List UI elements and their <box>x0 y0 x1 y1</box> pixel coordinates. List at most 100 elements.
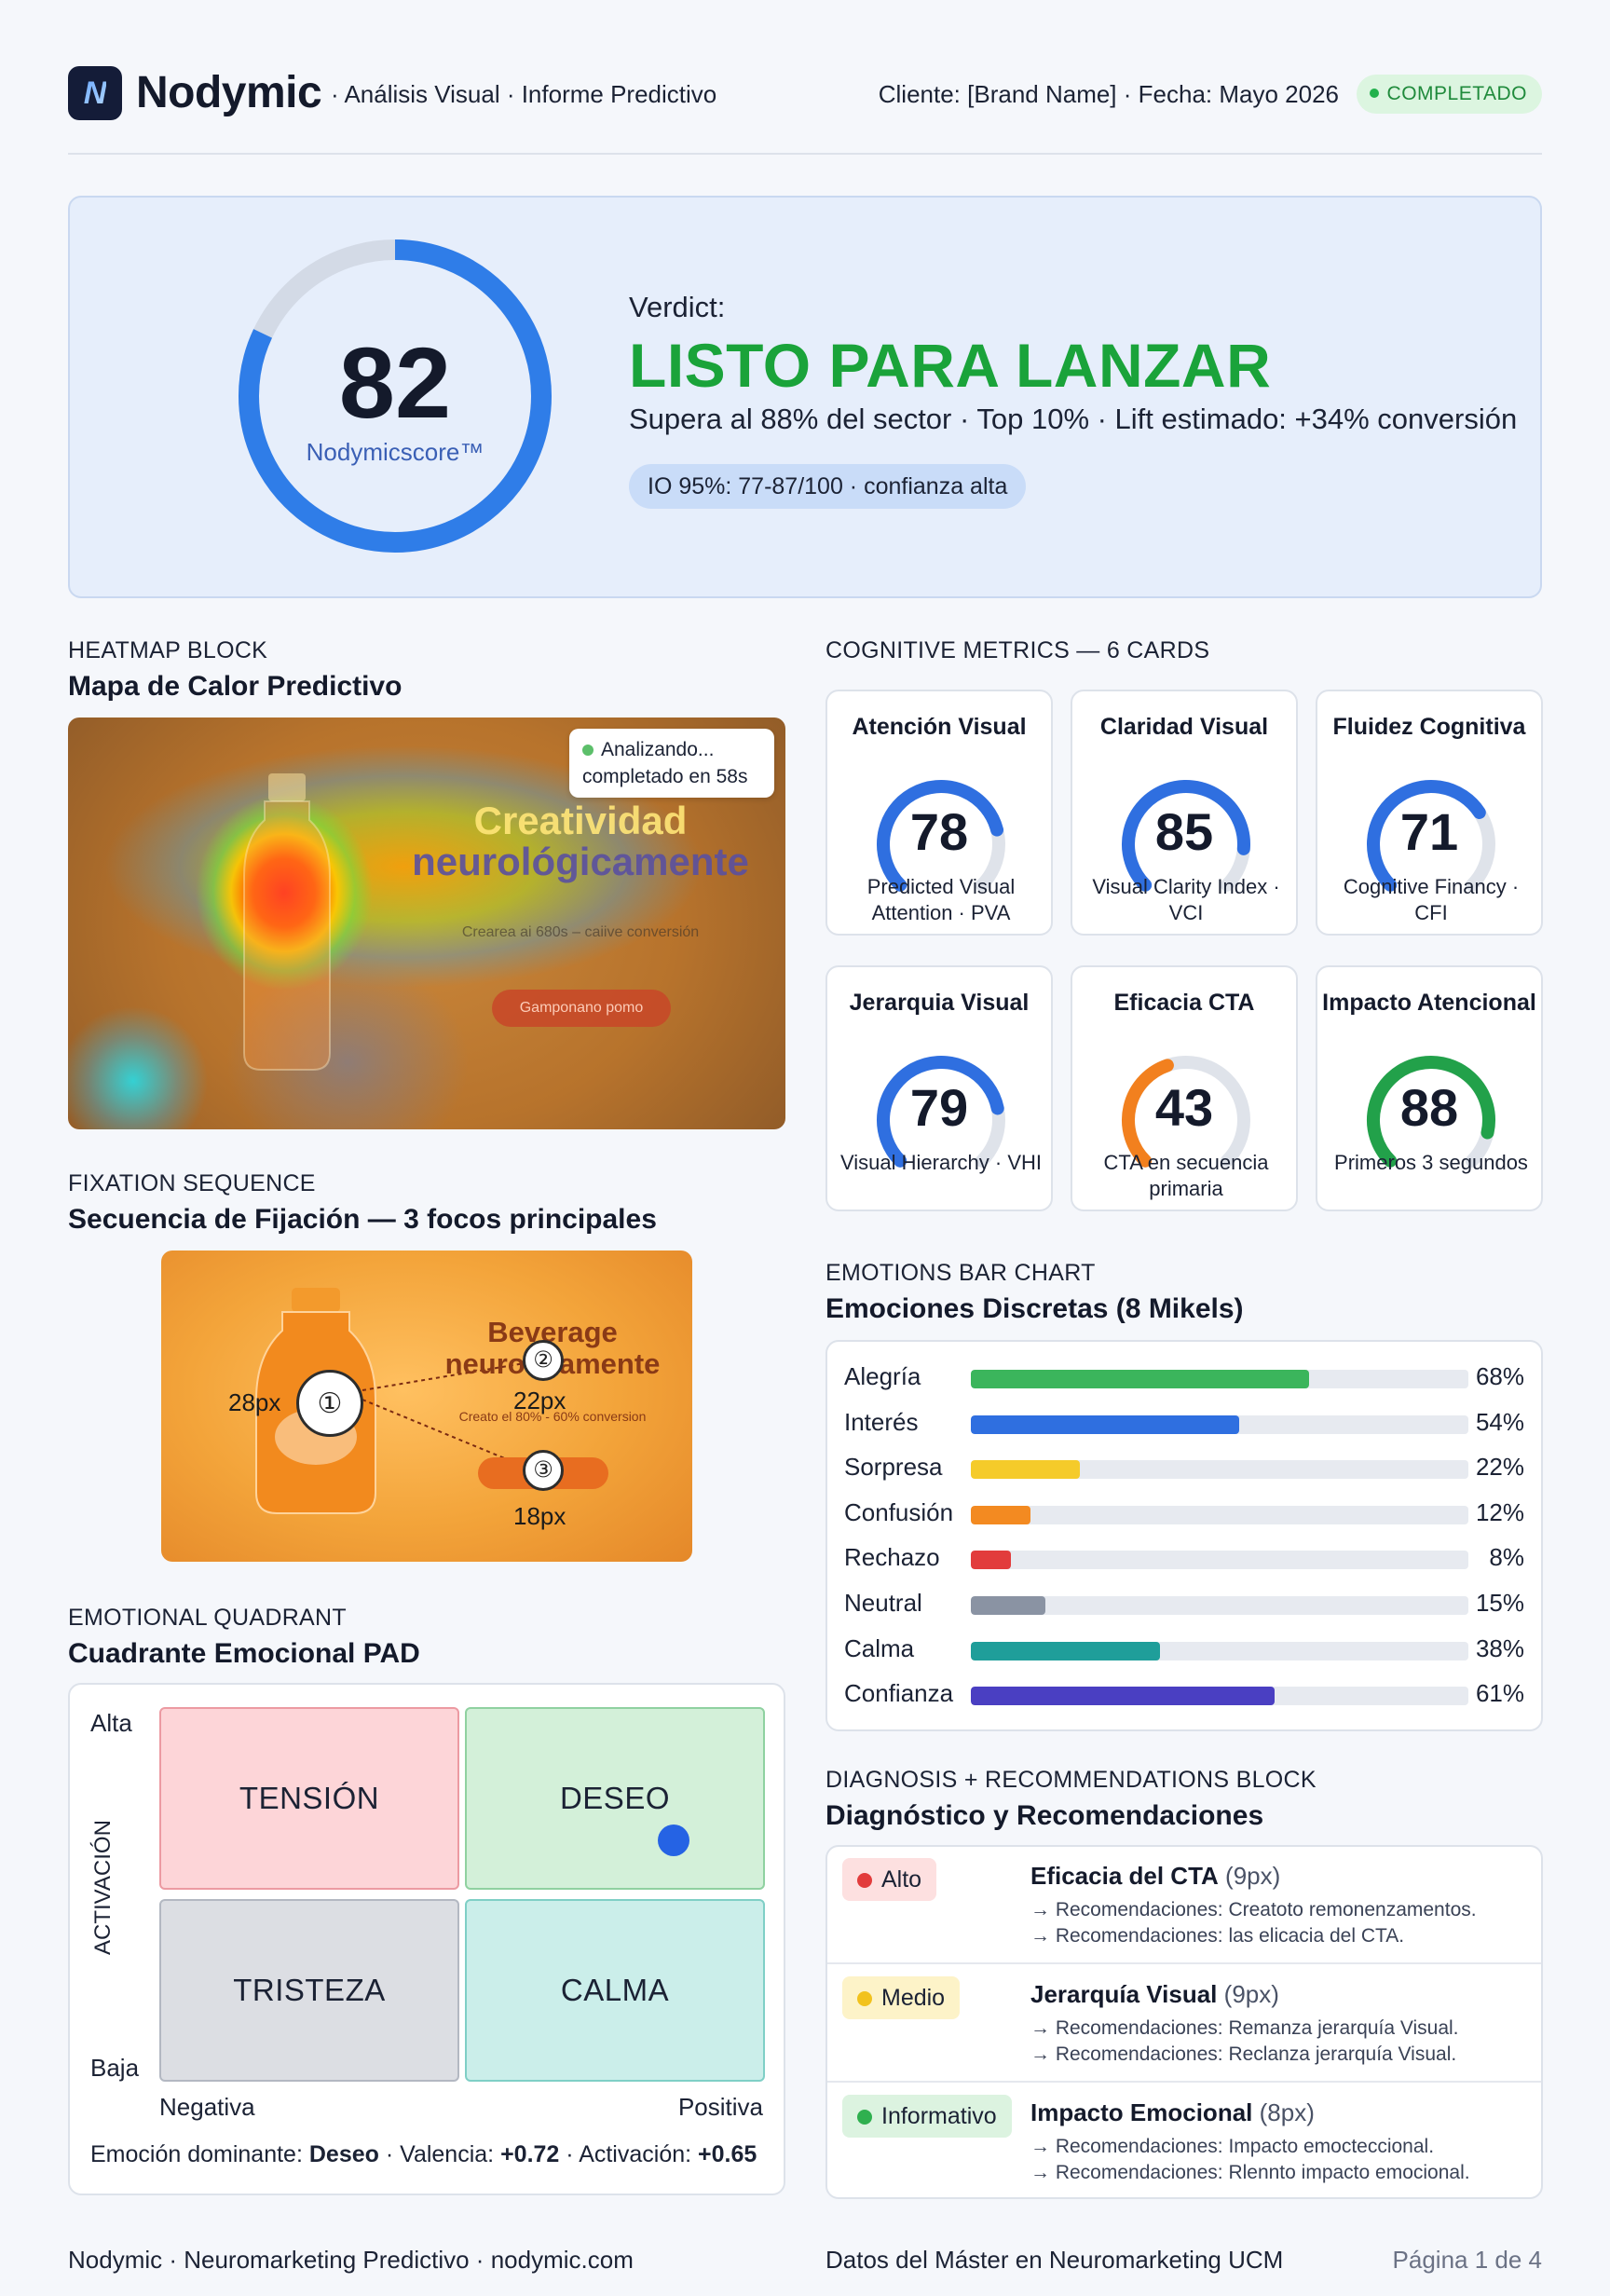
diagnosis-item[interactable]: Alto Eficacia del CTA (9px) → Recomendacio… <box>827 1847 1541 1964</box>
metric-value: 43 <box>1154 1078 1214 1137</box>
emotion-value: 22% <box>1475 1453 1524 1482</box>
emotion-row: Rechazo 8% <box>844 1539 1524 1577</box>
emotion-track <box>971 1641 1468 1660</box>
footer-center: Datos del Máster en Neuromarketing UCM <box>825 2246 1284 2274</box>
emotion-row: Calma 38% <box>844 1631 1524 1668</box>
axis-high-label: Alta <box>90 1709 132 1737</box>
emotion-bar <box>971 1687 1275 1706</box>
diagnosis-kicker: DIAGNOSIS + RECOMMENDATIONS BLOCK <box>825 1767 1317 1793</box>
emotion-bar <box>971 1460 1081 1480</box>
quadrant-sadness: TRISTEZA <box>159 1899 459 2082</box>
emotion-track <box>971 1505 1468 1524</box>
emotion-bar <box>971 1370 1310 1388</box>
metric-card[interactable]: Impacto Atencional 88 Primeros 3 segundos <box>1316 965 1543 1211</box>
fixation-image[interactable]: Beverage neurolo amente Creato el 80% - … <box>161 1250 692 1562</box>
quadrant-kicker: EMOTIONAL QUADRANT <box>68 1605 347 1631</box>
metric-value: 88 <box>1399 1078 1459 1137</box>
diagnosis-title: Diagnóstico y Recomendaciones <box>825 1800 1264 1831</box>
metric-title: Eficacia CTA <box>1113 990 1255 1016</box>
fixation-point-1[interactable]: ① <box>296 1370 363 1437</box>
heatmap-ad-button: Gamponano pomo <box>492 990 671 1027</box>
emotion-label: Confianza <box>844 1679 954 1708</box>
page-number: Página 1 de 4 <box>1392 2246 1542 2274</box>
diagnosis-title: Jerarquía Visual (9px) <box>1030 1980 1279 2008</box>
fixation-ad-subtitle: Creato el 80% - 60% conversion <box>458 1409 647 1424</box>
emotion-track <box>971 1551 1468 1570</box>
emotion-track <box>971 1460 1468 1480</box>
emotion-track <box>971 1414 1468 1434</box>
metric-title: Jerarquia Visual <box>849 990 1030 1016</box>
nodymic-logo-icon: N <box>68 66 122 120</box>
recommendation-line: → Recomendaciones: Remanza jerarquía Vis… <box>1030 2017 1459 2039</box>
emotion-value: 61% <box>1475 1679 1524 1708</box>
emotion-bar <box>971 1505 1031 1524</box>
emotion-label: Confusión <box>844 1497 954 1526</box>
metric-title: Atención Visual <box>852 714 1027 740</box>
emotion-row: Confusión 12% <box>844 1495 1524 1532</box>
metric-subtitle: Predicted Visual Attention · PVA <box>866 875 1016 924</box>
heatmap-ad-subtitle: Crearea ai 680s – caiive conversión <box>461 924 700 940</box>
fixation-point-2[interactable]: ② <box>523 1340 564 1381</box>
metric-card[interactable]: Claridad Visual 85 Visual Clarity Index · … <box>1071 690 1298 936</box>
fixation-title: Secuencia de Fijación — 3 focos principa… <box>68 1204 657 1235</box>
status-dot-icon <box>582 745 594 756</box>
metric-card[interactable]: Fluidez Cognitiva 71 Cognitive Financy · C… <box>1316 690 1543 936</box>
emotion-bar <box>971 1551 1011 1570</box>
emotion-label: Rechazo <box>844 1543 940 1572</box>
recommendation-line: → Recomendaciones: Impacto emocteccional… <box>1030 2136 1435 2157</box>
score-value: 82 <box>338 326 452 439</box>
recommendation-line: → Recomendaciones: Creatoto remonenzamen… <box>1030 1899 1477 1920</box>
emotion-row: Interés 54% <box>844 1404 1524 1442</box>
diagnosis-title: Eficacia del CTA (9px) <box>1030 1862 1281 1890</box>
heatmap-title: Mapa de Calor Predictivo <box>68 671 402 702</box>
metric-subtitle: CTA en secuencia primaria <box>1103 1151 1269 1200</box>
emotion-value: 68% <box>1475 1362 1524 1390</box>
priority-dot-icon <box>857 1873 872 1888</box>
metric-card[interactable]: Atención Visual 78 Predicted Visual Attent… <box>825 690 1053 936</box>
metric-gauge <box>877 780 1005 892</box>
metric-value: 85 <box>1154 802 1214 861</box>
emotion-value: 8% <box>1489 1543 1524 1572</box>
score-gauge <box>239 239 552 553</box>
emotion-value: 15% <box>1475 1589 1524 1617</box>
quadrant-tension: TENSIÓN <box>159 1707 459 1890</box>
fixation-label-1: 28px <box>228 1388 281 1416</box>
status-badge: COMPLETADO <box>1356 75 1542 114</box>
report-subtitle: · Análisis Visual · Informe Predictivo <box>331 80 717 108</box>
metric-gauge <box>1122 1056 1250 1168</box>
heatmap-ad-title1: Creatividad <box>473 799 688 842</box>
axis-activation-label: ACTIVACIÓN <box>90 1820 116 1955</box>
metric-subtitle: Primeros 3 segundos <box>1334 1151 1528 1174</box>
metric-card[interactable]: Eficacia CTA 43 CTA en secuencia primaria <box>1071 965 1298 1211</box>
emotion-bar <box>971 1596 1046 1615</box>
metric-title: Impacto Atencional <box>1322 990 1536 1016</box>
metric-card[interactable]: Jerarquia Visual 79 Visual Hierarchy · VHI <box>825 965 1053 1211</box>
heatmap-ad-title2: neurológicamente <box>412 840 749 883</box>
recommendation-line: → Recomendaciones: Rlennto impacto emoci… <box>1030 2162 1470 2183</box>
heatmap-image[interactable]: Creatividad neurológicamente Crearea ai … <box>68 718 785 1129</box>
metric-value: 79 <box>909 1078 969 1137</box>
metric-title: Claridad Visual <box>1099 714 1269 740</box>
fixation-label-3: 18px <box>513 1502 566 1530</box>
emotion-track <box>971 1687 1468 1706</box>
emotions-title: Emociones Discretas (8 Mikels) <box>825 1293 1244 1324</box>
emotion-label: Alegría <box>844 1362 921 1390</box>
fixation-kicker: FIXATION SEQUENCE <box>68 1170 316 1196</box>
emotion-bar <box>971 1414 1240 1434</box>
recommendation-line: → Recomendaciones: Reclanza jerarquía Vi… <box>1030 2043 1457 2065</box>
emotion-row: Sorpresa 22% <box>844 1449 1524 1486</box>
quadrant-summary: Emoción dominante: Deseo · Valencia: +0.… <box>90 2141 757 2167</box>
brand-name: Nodymic <box>136 68 322 117</box>
axis-negative-label: Negativa <box>159 2093 255 2121</box>
metric-gauge <box>1367 1056 1495 1168</box>
metric-subtitle: Visual Hierarchy · VHI <box>840 1151 1042 1174</box>
fixation-point-3[interactable]: ③ <box>523 1450 564 1491</box>
score-card: 82 Nodymicscore™ Verdict: LISTO PARA LAN… <box>68 196 1542 598</box>
priority-tag: Alto <box>842 1858 937 1901</box>
diagnosis-item[interactable]: Informativo Impacto Emocional (8px) → Reco… <box>827 2084 1541 2197</box>
diagnosis-item[interactable]: Medio Jerarquía Visual (9px) → Recomendaci… <box>827 1965 1541 2083</box>
quadrant-title: Cuadrante Emocional PAD <box>68 1638 420 1669</box>
confidence-interval: IO 95%: 77-87/100 · confianza alta <box>629 464 1027 509</box>
diagnosis-title: Impacto Emocional (8px) <box>1030 2098 1315 2126</box>
emotion-row: Alegría 68% <box>844 1359 1524 1396</box>
